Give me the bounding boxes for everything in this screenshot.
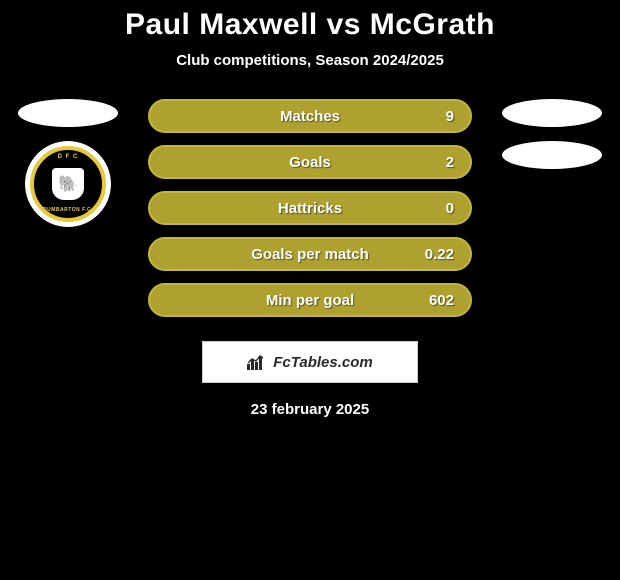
player-photo-right [502,99,602,127]
page-title: Paul Maxwell vs McGrath [125,8,495,42]
subtitle: Club competitions, Season 2024/2025 [176,52,444,69]
elephant-icon: 🐘 [58,174,78,194]
crest-inner: D F C 🐘 DUMBARTON F.C. [30,146,106,222]
stat-label: Goals per match [251,246,369,263]
stat-label: Hattricks [278,200,342,217]
stat-value: 9 [446,108,454,125]
stat-label: Min per goal [266,292,354,309]
stat-bar-gpm: Goals per match 0.22 [148,237,472,271]
stat-label: Goals [289,154,331,171]
bars-icon [247,354,267,370]
source-logo: FcTables.com [202,341,418,383]
logo-text: FcTables.com [273,354,372,371]
stat-value: 0.22 [425,246,454,263]
stat-bar-hattricks: Hattricks 0 [148,191,472,225]
stat-bar-mpg: Min per goal 602 [148,283,472,317]
crest-shield: 🐘 [52,168,84,200]
comparison-card: Paul Maxwell vs McGrath Club competition… [0,0,620,418]
stat-bar-matches: Matches 9 [148,99,472,133]
stat-value: 602 [429,292,454,309]
stats-col: Matches 9 Goals 2 Hattricks 0 Goals per … [138,99,482,317]
stat-label: Matches [280,108,340,125]
left-col: D F C 🐘 DUMBARTON F.C. [8,99,128,227]
stat-value: 0 [446,200,454,217]
date-text: 23 february 2025 [251,401,369,418]
club-crest-right [502,141,602,169]
player-photo-left [18,99,118,127]
crest-text-bottom: DUMBARTON F.C. [34,207,102,213]
content-row: D F C 🐘 DUMBARTON F.C. Matches 9 Goals 2… [0,99,620,317]
stat-bar-goals: Goals 2 [148,145,472,179]
crest-text-top: D F C [34,154,102,160]
club-crest-left: D F C 🐘 DUMBARTON F.C. [25,141,111,227]
stat-value: 2 [446,154,454,171]
right-col [492,99,612,169]
